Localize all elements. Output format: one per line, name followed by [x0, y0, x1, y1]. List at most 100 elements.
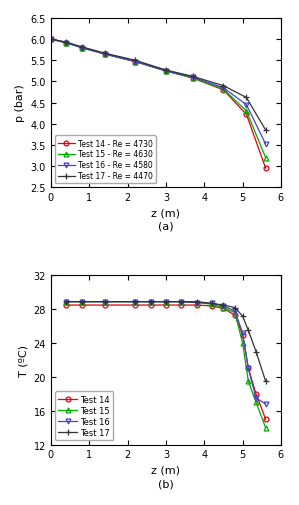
- Test 15: [149, 299, 152, 305]
- Test 17: [264, 378, 267, 384]
- Test 17: [247, 328, 250, 334]
- Test 17: [179, 299, 183, 305]
- Test 16: [80, 299, 83, 305]
- Test 17 - Re = 4470: [103, 51, 106, 57]
- Test 15: [195, 300, 199, 306]
- Test 15: [179, 299, 183, 305]
- Test 16 - Re = 4580: [103, 52, 106, 58]
- Test 14: [133, 302, 137, 309]
- Test 15 - Re = 4630: [80, 45, 83, 52]
- Test 17 - Re = 4470: [80, 44, 83, 50]
- Text: (a): (a): [158, 222, 174, 231]
- Line: Test 17: Test 17: [63, 298, 269, 385]
- Test 15 - Re = 4630: [65, 40, 68, 46]
- Legend: Test 14 - Re = 4730, Test 15 - Re = 4630, Test 16 - Re = 4580, Test 17 - Re = 44: Test 14 - Re = 4730, Test 15 - Re = 4630…: [55, 136, 155, 184]
- Test 14 - Re = 4730: [191, 76, 195, 82]
- Test 17: [195, 299, 199, 305]
- Test 14: [210, 303, 214, 309]
- Test 16: [149, 299, 152, 305]
- Test 16 - Re = 4580: [191, 75, 195, 81]
- Test 17: [241, 314, 244, 320]
- Test 17 - Re = 4470: [191, 74, 195, 80]
- Test 14 - Re = 4730: [65, 40, 68, 46]
- Y-axis label: T (ºC): T (ºC): [18, 344, 28, 376]
- Test 16 - Re = 4580: [222, 85, 225, 91]
- Test 15 - Re = 4630: [164, 69, 168, 75]
- Test 16: [233, 309, 237, 315]
- Test 14 - Re = 4730: [133, 60, 137, 66]
- Test 15: [264, 425, 267, 431]
- Test 16 - Re = 4580: [80, 45, 83, 52]
- Test 16: [65, 299, 68, 305]
- Test 16: [222, 303, 225, 309]
- Test 14 - Re = 4730: [245, 112, 248, 118]
- Test 14: [241, 332, 244, 338]
- Test 15: [233, 310, 237, 316]
- Test 16 - Re = 4580: [65, 41, 68, 47]
- Test 16: [241, 330, 244, 336]
- Test 16: [103, 299, 106, 305]
- Test 14: [233, 313, 237, 319]
- Test 15: [103, 299, 106, 305]
- Test 17 - Re = 4470: [133, 58, 137, 64]
- Test 14: [195, 302, 199, 309]
- Test 14: [179, 302, 183, 309]
- Test 15: [254, 399, 258, 406]
- Test 17: [80, 299, 83, 305]
- Test 15 - Re = 4630: [103, 52, 106, 58]
- Test 14 - Re = 4730: [103, 52, 106, 58]
- Test 17 - Re = 4470: [164, 68, 168, 74]
- Test 17 - Re = 4470: [65, 40, 68, 46]
- Test 15 - Re = 4630: [49, 37, 53, 43]
- Test 15: [241, 340, 244, 346]
- Test 16: [133, 299, 137, 305]
- Line: Test 17 - Re = 4470: Test 17 - Re = 4470: [48, 36, 269, 134]
- Test 17: [222, 302, 225, 309]
- Test 17: [149, 299, 152, 305]
- Test 14: [254, 391, 258, 397]
- Test 15 - Re = 4630: [133, 60, 137, 66]
- Test 15: [65, 299, 68, 305]
- Test 17 - Re = 4470: [245, 95, 248, 102]
- Test 14: [264, 416, 267, 422]
- Test 14: [80, 302, 83, 309]
- Test 17: [65, 299, 68, 305]
- Test 15: [210, 301, 214, 308]
- Test 16 - Re = 4580: [133, 60, 137, 66]
- Test 14: [247, 366, 250, 372]
- Test 16 - Re = 4580: [164, 69, 168, 75]
- Test 14: [222, 306, 225, 312]
- Test 17: [210, 300, 214, 307]
- X-axis label: z (m): z (m): [151, 208, 180, 218]
- Test 16: [210, 300, 214, 307]
- Test 14 - Re = 4730: [49, 37, 53, 43]
- Test 15: [247, 378, 250, 384]
- Test 16: [247, 366, 250, 372]
- Test 17 - Re = 4470: [49, 37, 53, 43]
- Test 15 - Re = 4630: [191, 76, 195, 82]
- Test 15: [164, 299, 168, 305]
- Line: Test 15: Test 15: [64, 299, 268, 430]
- Test 15 - Re = 4630: [264, 155, 267, 161]
- Legend: Test 14, Test 15, Test 16, Test 17: Test 14, Test 15, Test 16, Test 17: [55, 392, 113, 440]
- Test 14 - Re = 4730: [222, 88, 225, 94]
- Test 16: [179, 299, 183, 305]
- Test 16: [264, 401, 267, 407]
- Test 14: [149, 302, 152, 309]
- Test 14: [65, 302, 68, 309]
- Test 15: [222, 305, 225, 311]
- Test 16: [254, 395, 258, 401]
- Line: Test 14: Test 14: [64, 303, 268, 422]
- Test 16: [164, 299, 168, 305]
- Test 14 - Re = 4730: [164, 69, 168, 75]
- Test 16: [195, 300, 199, 306]
- Test 16 - Re = 4580: [245, 103, 248, 109]
- Test 14: [103, 302, 106, 309]
- Test 16 - Re = 4580: [49, 37, 53, 43]
- Test 17: [164, 299, 168, 305]
- Test 14 - Re = 4730: [264, 166, 267, 172]
- Line: Test 14 - Re = 4730: Test 14 - Re = 4730: [48, 38, 268, 171]
- Test 17: [254, 349, 258, 355]
- Line: Test 16 - Re = 4580: Test 16 - Re = 4580: [48, 38, 268, 147]
- Test 14: [164, 302, 168, 309]
